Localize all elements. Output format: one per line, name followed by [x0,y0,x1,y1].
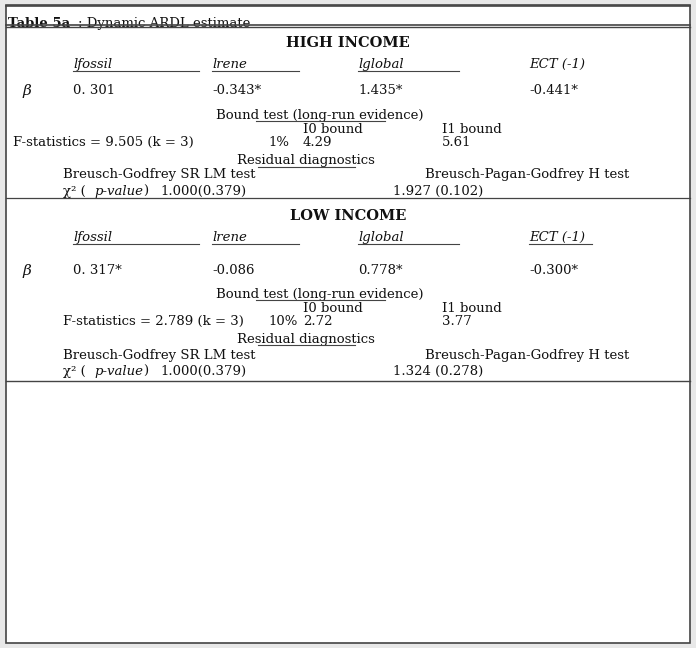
Text: Table 5a: Table 5a [8,17,70,30]
Text: Breusch-Pagan-Godfrey H test: Breusch-Pagan-Godfrey H test [425,349,628,362]
Text: LOW INCOME: LOW INCOME [290,209,406,223]
Text: -0.343*: -0.343* [212,84,262,97]
Text: χ² (: χ² ( [63,185,86,198]
Text: I1 bound: I1 bound [442,123,502,136]
Text: 4.29: 4.29 [303,136,332,149]
Text: Residual diagnostics: Residual diagnostics [237,333,375,346]
Text: 2.72: 2.72 [303,315,332,328]
Text: HIGH INCOME: HIGH INCOME [286,36,410,51]
Text: Breusch-Godfrey SR LM test: Breusch-Godfrey SR LM test [63,349,255,362]
Text: 10%: 10% [268,315,297,328]
Text: -0.300*: -0.300* [529,264,578,277]
Text: lglobal: lglobal [358,231,404,244]
Text: β: β [22,264,31,279]
Text: 0.778*: 0.778* [358,264,403,277]
Text: Residual diagnostics: Residual diagnostics [237,154,375,167]
Text: 0. 317*: 0. 317* [73,264,122,277]
Text: ): ) [143,185,148,198]
Text: ECT (-1): ECT (-1) [529,58,585,71]
Text: 1.000(0.379): 1.000(0.379) [160,185,246,198]
Text: 1.927 (0.102): 1.927 (0.102) [393,185,484,198]
Text: p-value: p-value [94,365,143,378]
Text: -0.441*: -0.441* [529,84,578,97]
Text: I0 bound: I0 bound [303,302,363,315]
Text: β: β [22,84,31,98]
Text: Breusch-Godfrey SR LM test: Breusch-Godfrey SR LM test [63,168,255,181]
Text: 3.77: 3.77 [442,315,472,328]
Text: 0. 301: 0. 301 [73,84,116,97]
Text: ): ) [143,365,148,378]
Text: lfossil: lfossil [73,231,112,244]
Text: lfossil: lfossil [73,58,112,71]
Text: : Dynamic ARDL estimate: : Dynamic ARDL estimate [78,17,251,30]
Text: Bound test (long-run evidence): Bound test (long-run evidence) [216,288,424,301]
Text: ECT (-1): ECT (-1) [529,231,585,244]
Text: 1.435*: 1.435* [358,84,403,97]
Text: χ² (: χ² ( [63,365,86,378]
Text: I1 bound: I1 bound [442,302,502,315]
Text: I0 bound: I0 bound [303,123,363,136]
Text: lrene: lrene [212,231,247,244]
Text: F-statistics = 2.789 (k = 3): F-statistics = 2.789 (k = 3) [63,315,244,328]
Text: F-statistics = 9.505 (k = 3): F-statistics = 9.505 (k = 3) [13,136,193,149]
Text: p-value: p-value [94,185,143,198]
Text: 1.324 (0.278): 1.324 (0.278) [393,365,484,378]
Text: 1.000(0.379): 1.000(0.379) [160,365,246,378]
Text: lglobal: lglobal [358,58,404,71]
Text: 5.61: 5.61 [442,136,471,149]
Text: -0.086: -0.086 [212,264,255,277]
Text: Breusch-Pagan-Godfrey H test: Breusch-Pagan-Godfrey H test [425,168,628,181]
Text: lrene: lrene [212,58,247,71]
Text: 1%: 1% [268,136,289,149]
Text: Bound test (long-run evidence): Bound test (long-run evidence) [216,109,424,122]
